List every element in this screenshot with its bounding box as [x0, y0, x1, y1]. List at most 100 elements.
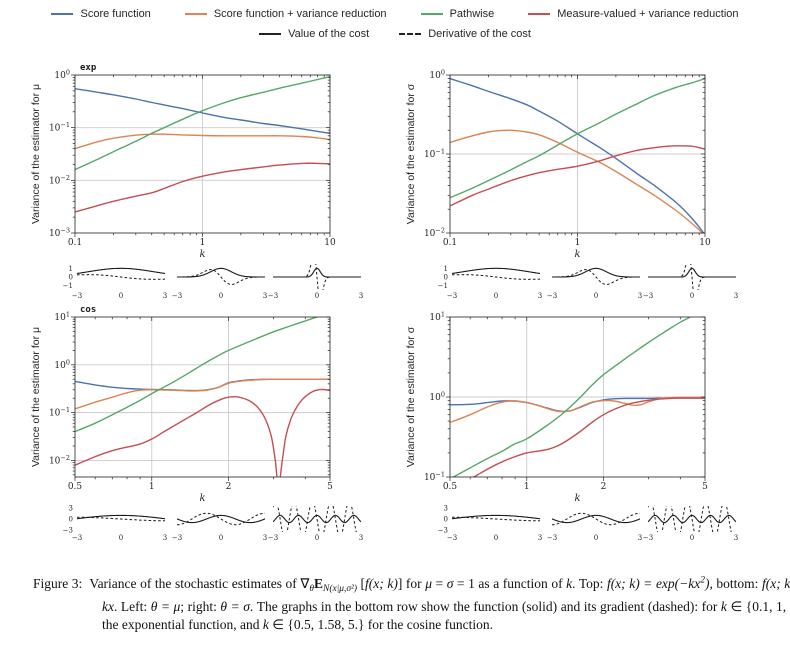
y-tick-label: 10−3 — [49, 227, 70, 240]
caption-segment: θ — [309, 583, 315, 594]
y-tick-label: 100 — [429, 69, 445, 82]
legend-label: Measure-valued + variance reduction — [557, 8, 739, 20]
line-swatch-icon — [528, 13, 551, 15]
x-axis-label: k — [574, 249, 580, 260]
inset-x-tick-label: 3 — [638, 534, 642, 542]
y-tick-label: 100 — [429, 391, 445, 404]
inset-panel-k-0.1 — [77, 267, 165, 280]
series-measure-valued-variance-reduction — [472, 397, 705, 477]
inset-panel-k-1.58 — [177, 512, 265, 526]
caption-segment: Variance of the stochastic estimates of … — [89, 575, 310, 591]
series-measure-valued-variance-reduction — [450, 145, 705, 207]
caption-segment: θ = σ — [220, 598, 250, 614]
chart-title: cos — [80, 305, 96, 315]
series-score-function — [75, 88, 330, 134]
inset-function-line — [648, 514, 736, 524]
legend-item: Score function + variance reduction — [184, 8, 387, 20]
inset-x-tick-label: 3 — [538, 534, 542, 542]
caption-segment: ∈ {0.1, 1, 10} for the exponential funct… — [102, 598, 790, 632]
y-tick-label: 10−1 — [424, 471, 445, 484]
y-tick-label: 10−2 — [49, 174, 70, 187]
inset-x-tick-label: −3 — [172, 534, 182, 542]
inset-x-tick-label: 3 — [734, 534, 738, 542]
x-tick-label: 10 — [699, 238, 711, 248]
chart-exp-mu: 0.1 1 10 10−3 10−2 10−1 100 k Variance of the es… — [30, 63, 336, 260]
inset-x-tick-label: −3 — [547, 534, 557, 542]
chart-title: exp — [80, 63, 97, 73]
inset-function-line — [77, 267, 165, 275]
axis-ticks — [71, 316, 331, 481]
inset-x-tick-label: −3 — [268, 292, 278, 300]
legend-estimators: Score function Score function + variance … — [0, 8, 790, 20]
inset-x-tick-label: 3 — [538, 292, 542, 300]
inset-derivative-line — [452, 274, 540, 280]
x-tick-label: 1 — [149, 482, 155, 492]
inset-panel-k-1.58 — [552, 512, 640, 526]
inset-x-tick-label: 3 — [359, 534, 363, 542]
inset-y-tick-label: 0 — [69, 274, 73, 282]
caption-segment: f(x; k) — [365, 575, 398, 591]
series-pathwise — [75, 76, 330, 171]
inset-x-tick-label: 0 — [690, 292, 694, 300]
caption-segment: ) — [705, 575, 710, 591]
y-axis-label: Variance of the estimator for σ — [405, 326, 417, 467]
inset-y-tick-label: 0 — [444, 274, 448, 282]
inset-function-line — [648, 267, 736, 278]
caption-segment: 2 — [700, 575, 705, 585]
y-tick-label: 100 — [54, 358, 70, 371]
inset-x-tick-label: −3 — [268, 534, 278, 542]
inset-function-line — [552, 514, 640, 524]
x-tick-label: 1 — [200, 238, 206, 248]
caption-segment: . Left: — [113, 598, 151, 614]
x-axis-label: k — [574, 493, 580, 504]
x-tick-label: 10 — [324, 238, 336, 248]
line-swatch-icon — [259, 33, 282, 35]
inset-y-tick-label: 3 — [444, 505, 448, 513]
inset-y-tick-label: −3 — [63, 526, 73, 534]
figure-caption: Figure 3: Variance of the stochastic esti… — [33, 571, 790, 634]
inset-panel-k-0.5 — [452, 514, 540, 522]
caption-segment: θ = μ — [150, 598, 181, 614]
y-tick-label: 10−2 — [49, 454, 70, 467]
caption-segment: f(x; k) = cos kx — [102, 575, 790, 614]
caption-segment: k — [262, 616, 269, 632]
series-score-function-variance-reduction — [75, 133, 330, 150]
x-tick-label: 1 — [524, 482, 530, 492]
legend-cost: Value of the cost Derivative of the cost — [0, 28, 790, 40]
x-tick-label: 0.5 — [443, 482, 458, 492]
inset-x-tick-label: 3 — [734, 292, 738, 300]
inset-x-tick-label: 3 — [359, 292, 363, 300]
line-swatch-icon — [420, 13, 443, 15]
inset-x-tick-label: 0 — [119, 292, 123, 300]
inset-function-line — [177, 267, 265, 278]
inset-x-tick-label: 0 — [594, 534, 598, 542]
y-axis-label: Variance of the estimator for σ — [405, 83, 417, 224]
chart-cos-mu: 0.5 1 2 5 10−2 10−1 100 101 k Variance of the est… — [30, 305, 333, 504]
caption-segment: μ — [425, 575, 432, 591]
inset-y-tick-label: −1 — [438, 282, 448, 290]
x-tick-label: 2 — [226, 482, 232, 492]
inset-panel-k-0.5 — [77, 514, 165, 522]
legend-item: Pathwise — [420, 8, 494, 20]
series-score-function — [75, 378, 330, 392]
y-tick-label: 100 — [54, 69, 70, 82]
inset-panel-k-1 — [177, 267, 265, 285]
legend-item: Value of the cost — [259, 28, 369, 40]
inset-group-insets-exp-left: −3 0 310−1−3 0 3 −3 0 3 — [63, 264, 363, 300]
caption-segment: = — [431, 575, 447, 591]
inset-x-tick-label: −3 — [447, 534, 457, 542]
caption-label: Figure 3: — [33, 575, 83, 591]
caption-segment: k — [566, 575, 573, 591]
inset-derivative-line — [77, 274, 165, 280]
axis-ticks — [446, 316, 706, 481]
legend-item: Measure-valued + variance reduction — [528, 8, 739, 20]
legend-label: Score function + variance reduction — [213, 8, 387, 20]
chart-cos-sigma: 0.5 1 2 5 10−1 100 101 k Variance of the estimat… — [405, 311, 708, 505]
x-tick-label: 5 — [327, 482, 333, 492]
inset-derivative-line — [177, 512, 265, 526]
inset-y-tick-label: 1 — [69, 265, 73, 273]
inset-function-line — [273, 514, 361, 524]
series-measure-valued-variance-reduction — [75, 162, 330, 213]
inset-function-line — [77, 514, 165, 520]
